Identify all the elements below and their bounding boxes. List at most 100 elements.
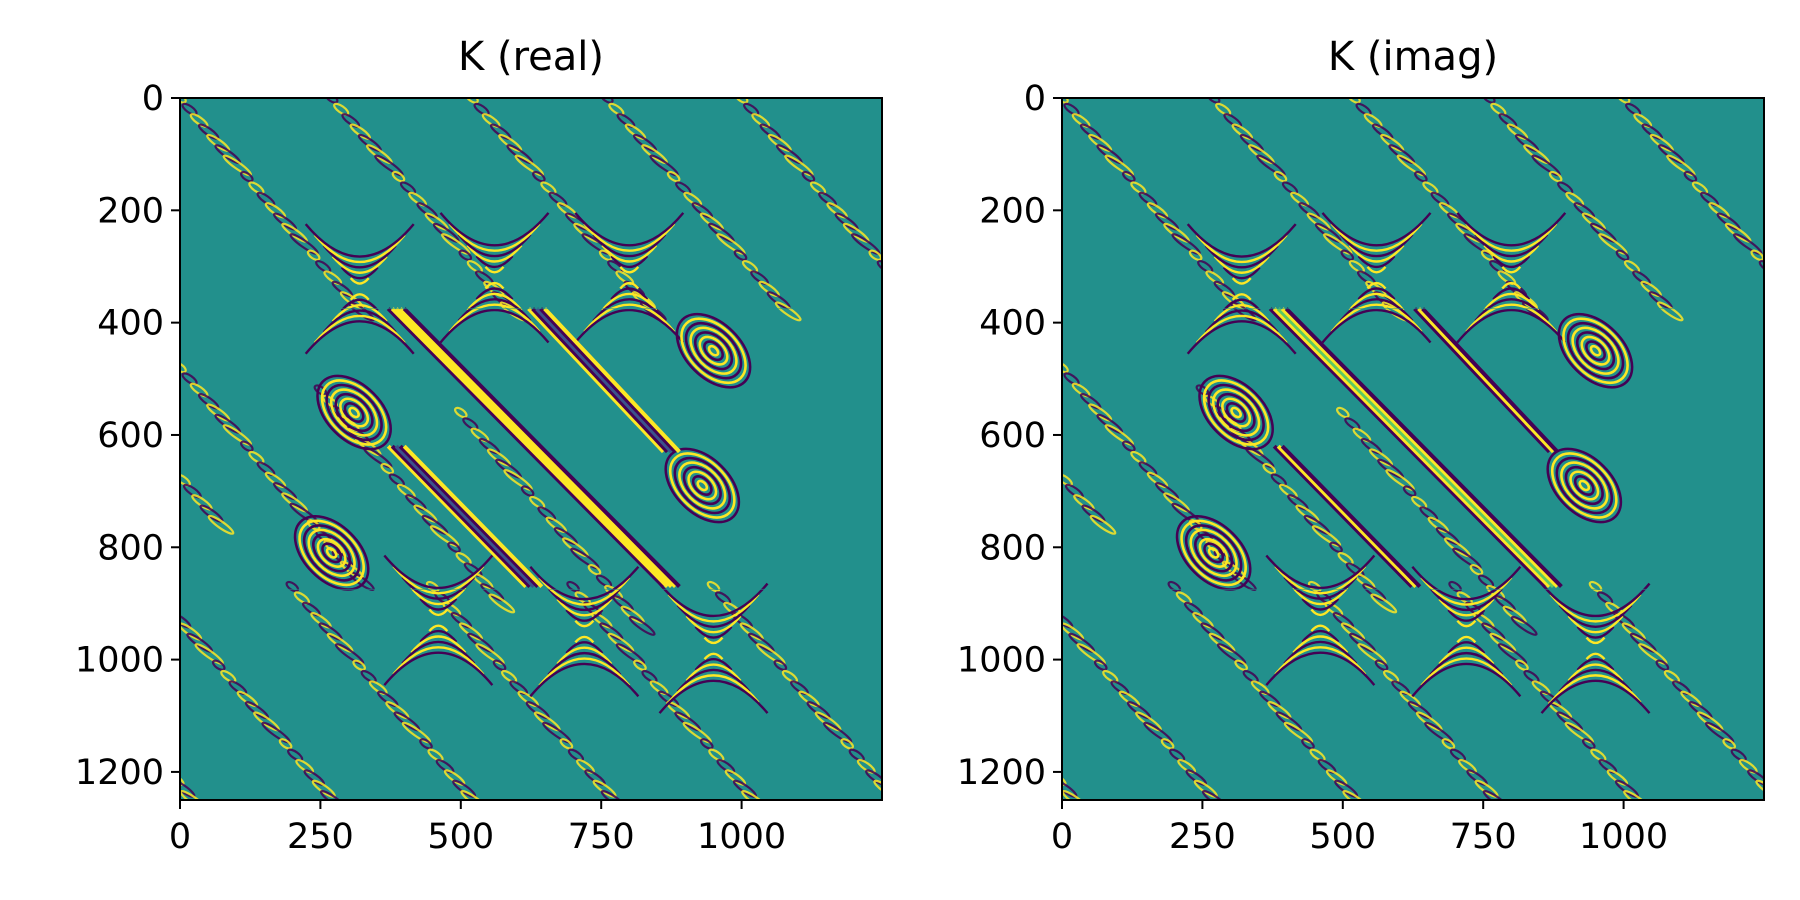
fringe-ripple <box>380 462 395 475</box>
ring <box>664 447 741 524</box>
fringe-ripple <box>153 590 170 605</box>
y-tick-label: 1000 <box>75 641 164 681</box>
ring <box>325 547 338 559</box>
ring <box>684 321 743 380</box>
fringe-ripple <box>559 738 574 750</box>
saddle-fringe <box>383 554 494 686</box>
fringe-ripple <box>145 580 159 593</box>
x-tick-label: 250 <box>287 817 354 857</box>
fringe-ripple <box>1482 789 1510 800</box>
x-axis-imag: 0 250 500 750 1000 <box>1051 800 1668 857</box>
y-tick-label: 1200 <box>75 753 164 793</box>
fringe-ripple <box>319 789 347 800</box>
saddle-fringe <box>439 212 550 344</box>
saddle-fringe <box>419 597 458 643</box>
saddle-fringe <box>667 593 760 704</box>
saddle-fringe <box>694 625 733 671</box>
saddle-fringe <box>1204 244 1279 333</box>
saddle-fringe <box>466 244 523 311</box>
ring <box>675 312 752 389</box>
fringe-ripple <box>1441 738 1456 750</box>
fringe-ripple <box>734 98 749 104</box>
saddle-fringe <box>1339 233 1414 322</box>
fringe-ripple <box>666 170 681 183</box>
fringe-ripple <box>1122 440 1136 452</box>
ring <box>678 461 727 510</box>
heatmap-real <box>145 98 882 800</box>
fringe-ripple <box>1273 170 1288 183</box>
fringe-ripple <box>876 259 882 273</box>
fringe-ripple <box>324 98 339 104</box>
ring <box>298 519 365 587</box>
fringe-ripple <box>1062 462 1063 475</box>
saddle-fringe <box>401 576 476 665</box>
saddle-point <box>574 212 685 344</box>
fringe-ripple <box>741 789 768 800</box>
band-stripe <box>1268 307 1547 588</box>
ring <box>339 397 370 428</box>
heatmap-imag <box>1027 98 1764 800</box>
fringe-ripple <box>1062 601 1063 617</box>
saddle-fringe <box>1283 576 1358 665</box>
ring <box>1571 326 1620 375</box>
fringe-ripple <box>1062 98 1069 104</box>
ring <box>1564 465 1604 506</box>
fringe-streak <box>180 462 235 535</box>
saddle-point <box>1411 565 1522 698</box>
saddle-fringe <box>457 233 532 322</box>
saddle-fringe <box>1576 625 1615 671</box>
ring <box>1198 374 1274 451</box>
ring <box>325 383 383 442</box>
fringe-ripple <box>1342 789 1370 800</box>
axes-frame-real <box>179 97 883 801</box>
fringe-ripple <box>1340 249 1355 261</box>
fringe-ripple <box>1089 514 1117 535</box>
ring <box>1207 547 1220 559</box>
ring <box>1569 470 1600 501</box>
main-diagonal-band <box>1268 307 1563 588</box>
saddle-fringe <box>658 582 769 714</box>
lower-diagonal-band <box>1272 444 1422 588</box>
fringe-ripple <box>1616 98 1631 104</box>
ring <box>1555 456 1614 515</box>
band-stripe <box>1417 307 1555 454</box>
fringe-streak <box>1062 98 1257 322</box>
fringe-ripple <box>447 541 461 553</box>
x-tick-label: 750 <box>568 817 635 857</box>
y-axis-real: 0 200 400 600 800 1000 1200 <box>75 79 180 793</box>
saddle-fringe <box>610 255 649 301</box>
band-stripe <box>1284 307 1563 588</box>
x-tick-label: 750 <box>1450 817 1517 857</box>
saddle-point <box>529 565 640 698</box>
ring <box>1221 397 1252 428</box>
fringe-ripple <box>180 462 181 475</box>
fringe-ripple <box>1402 485 1417 497</box>
ring <box>703 340 724 362</box>
fringe-streak <box>1588 580 1764 800</box>
saddle-fringe <box>1447 609 1486 654</box>
saddle-fringe <box>601 244 658 311</box>
fringe-ripple <box>840 738 854 750</box>
ring <box>1203 542 1225 564</box>
fringe-streak <box>706 580 882 800</box>
ring <box>1578 479 1591 492</box>
band-stripe <box>527 307 665 454</box>
y-tick-label: 800 <box>97 528 164 568</box>
fringe-streak <box>465 98 667 322</box>
saddle-fringe <box>1492 255 1531 301</box>
ring <box>1560 461 1609 510</box>
fringe-ripple <box>211 659 226 671</box>
y-tick-label: 600 <box>979 416 1046 456</box>
fringe-ripple <box>1027 580 1041 593</box>
ring <box>1550 452 1618 519</box>
band-stripe <box>1272 307 1551 588</box>
ring <box>343 402 365 423</box>
band-stripe <box>1280 444 1422 588</box>
ring-cluster <box>1198 374 1274 451</box>
chart-title-imag: K (imag) <box>1328 34 1498 80</box>
fringe-ripple <box>458 249 473 261</box>
fringe-streak <box>180 361 375 591</box>
fringe-ripple <box>1093 659 1108 671</box>
saddle-fringe <box>448 222 541 333</box>
saddle-fringe <box>619 266 640 290</box>
